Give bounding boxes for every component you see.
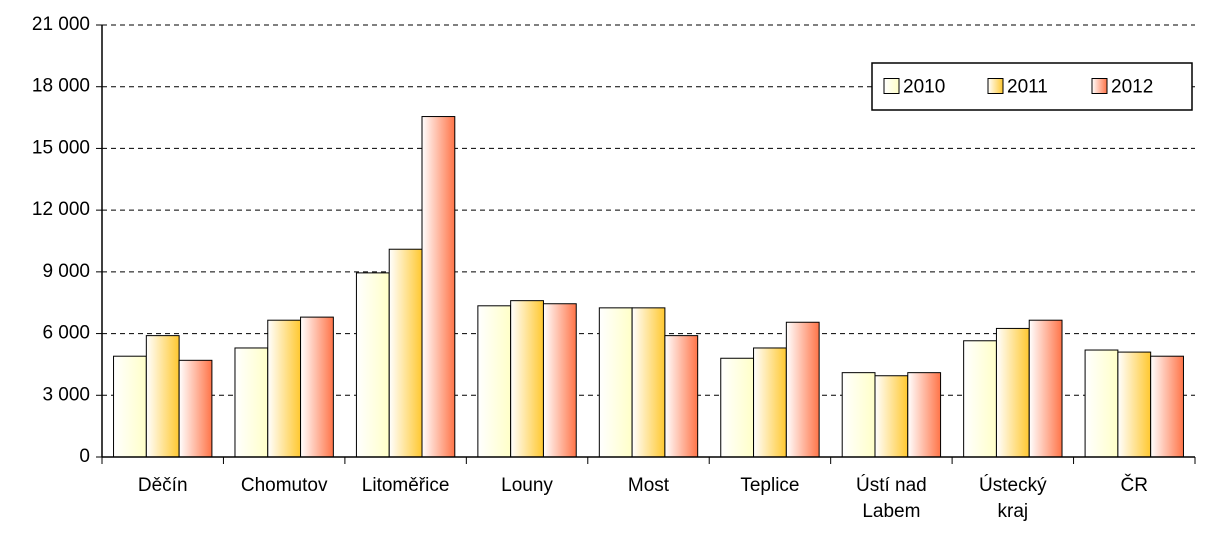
legend-label: 2011 bbox=[1007, 77, 1048, 98]
bar bbox=[300, 316, 334, 458]
y-tick-label: 18 000 bbox=[32, 76, 90, 97]
x-tick-label: ČR bbox=[1120, 475, 1148, 496]
bar bbox=[907, 372, 942, 458]
y-tick-label: 9 000 bbox=[42, 261, 90, 282]
x-tick-label: Děčín bbox=[137, 475, 188, 496]
bar bbox=[874, 375, 909, 458]
legend-swatch bbox=[883, 78, 900, 94]
bar bbox=[631, 307, 666, 458]
legend-swatch bbox=[987, 78, 1004, 94]
y-tick-label: 3 000 bbox=[42, 384, 90, 405]
bar bbox=[421, 116, 456, 458]
bar bbox=[1084, 349, 1119, 458]
legend-label: 2012 bbox=[1111, 77, 1153, 98]
bar bbox=[178, 359, 213, 458]
x-tick-label: Teplice bbox=[740, 475, 800, 496]
y-tick-label: 12 000 bbox=[32, 199, 90, 220]
bar bbox=[355, 272, 390, 458]
bar bbox=[542, 303, 577, 458]
bar bbox=[720, 357, 755, 458]
bar bbox=[1028, 319, 1063, 458]
bar bbox=[598, 307, 633, 458]
bar bbox=[785, 321, 820, 458]
x-tick-label: Most bbox=[627, 475, 670, 496]
y-tick-label: 0 bbox=[79, 446, 90, 467]
bar bbox=[234, 347, 269, 458]
x-tick-label: Chomutov bbox=[240, 475, 328, 496]
x-tick-label: Ústecký kraj bbox=[979, 475, 1047, 522]
bar bbox=[113, 355, 147, 458]
bar bbox=[477, 305, 512, 458]
bar bbox=[1150, 355, 1184, 458]
x-tick-label: Ústí nad Labem bbox=[855, 475, 927, 522]
bar bbox=[388, 248, 423, 458]
bar bbox=[510, 300, 544, 458]
legend-box bbox=[871, 62, 1193, 111]
bar bbox=[267, 319, 302, 458]
bar bbox=[995, 327, 1030, 458]
bar bbox=[753, 347, 787, 458]
y-tick-label: 21 000 bbox=[32, 14, 90, 35]
bar bbox=[1117, 351, 1152, 458]
bar bbox=[664, 335, 699, 458]
bar bbox=[841, 372, 876, 458]
y-tick-label: 15 000 bbox=[32, 137, 90, 158]
bar bbox=[963, 340, 997, 458]
y-tick-label: 6 000 bbox=[42, 323, 90, 344]
bar bbox=[145, 335, 180, 458]
legend-swatch bbox=[1091, 78, 1108, 94]
legend-label: 2010 bbox=[903, 77, 945, 98]
x-tick-label: Litoměřice bbox=[361, 475, 450, 496]
x-tick-label: Louny bbox=[501, 475, 553, 496]
